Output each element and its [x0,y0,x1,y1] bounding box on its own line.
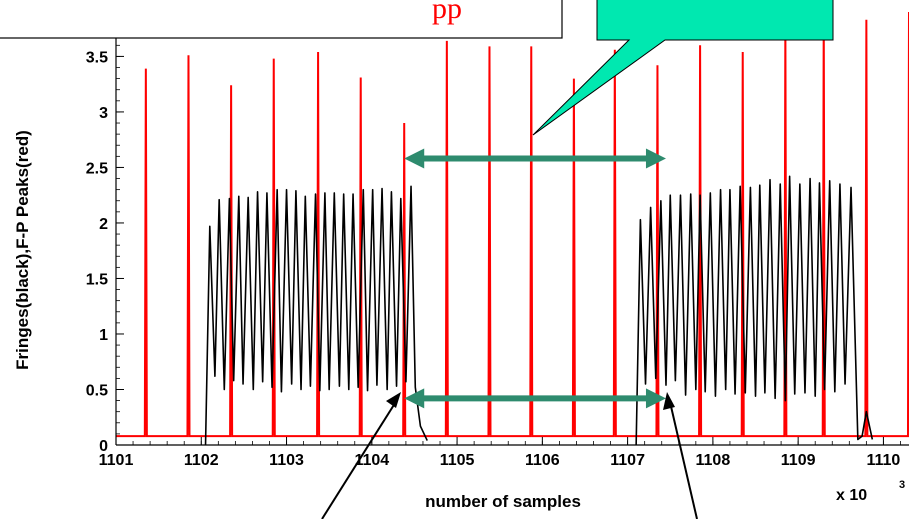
callout-box-right [532,0,834,136]
pointer-arrow-right [669,401,698,519]
x-axis-title: number of samples [425,492,581,511]
x-axis-multiplier: x 10 [836,487,867,504]
x-tick-label-1106: 1106 [525,452,560,469]
interval-arrows [404,148,666,409]
y-tick-label-2: 2 [99,216,108,233]
y-tick-label-1.5: 1.5 [86,271,108,288]
interval-arrow-head-right [645,148,666,169]
interval-arrow-head-right [645,388,666,409]
plot-axes [115,12,909,446]
interval-arrow-2 [404,388,666,409]
interval-arrow-1 [404,148,666,169]
callout-bubble [532,0,834,136]
interval-arrow-head-left [404,148,425,169]
x-tick-label-1107: 1107 [610,452,645,469]
pointer-arrow-left-head [386,392,401,408]
callout-box-left: pp [0,0,563,39]
x-tick-label-1105: 1105 [440,452,475,469]
y-tick-label-0.5: 0.5 [86,382,108,399]
y-tick-label-1: 1 [99,327,108,344]
x-tick-label-1101: 1101 [99,452,134,469]
plot-series [116,11,909,446]
callout-box-left-frame [0,0,563,39]
x-tick-label-1109: 1109 [781,452,816,469]
y-axis-title: Fringes(black),F-P Peaks(red) [13,130,32,370]
axis-ticks [115,22,901,446]
x-tick-label-1103: 1103 [269,452,304,469]
y-tick-label-3: 3 [99,105,108,122]
pointer-arrow-left [321,399,398,519]
fp-peaks-line [116,11,909,438]
interval-arrow-head-left [404,388,425,409]
x-tick-label-1108: 1108 [696,452,731,469]
x-tick-label-1104: 1104 [354,452,389,469]
fringes-line-segment-2 [635,175,874,446]
y-tick-label-2.5: 2.5 [86,160,108,177]
pointer-arrows [321,392,698,519]
x-tick-label-1110: 1110 [867,452,901,469]
axis-tick-labels: 1101 1102 1103 1104 1105 1106 1107 1108 1109 1110… [86,49,901,469]
y-tick-label-3.5: 3.5 [86,49,108,66]
x-axis-multiplier-exponent: 3 [899,479,905,491]
callout-box-left-text: pp [432,0,462,25]
pointer-arrow-right-head [663,392,675,410]
x-tick-label-1102: 1102 [184,452,219,469]
y-tick-label-0: 0 [99,438,108,455]
fringes-line-segment-1 [204,185,428,446]
